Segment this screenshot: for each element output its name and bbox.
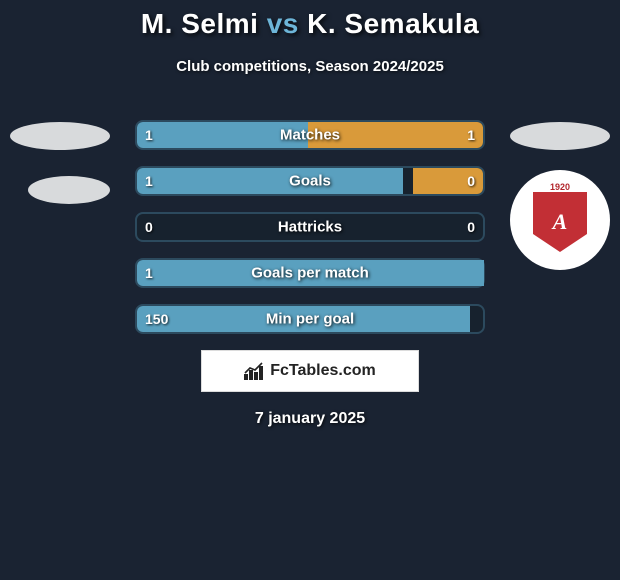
value-right: 0 [467,173,475,189]
value-left: 1 [145,127,153,143]
value-left: 150 [145,311,168,327]
stat-row: 1 Goals per match [135,258,485,288]
value-left: 0 [145,219,153,235]
brand-box: FcTables.com [201,350,419,392]
bar-left [137,168,403,194]
subtitle: Club competitions, Season 2024/2025 [0,58,620,75]
stat-row: 150 Min per goal [135,304,485,334]
player2-name: K. Semakula [307,8,479,39]
stat-label: Matches [280,127,340,144]
page-title: M. Selmi vs K. Semakula [0,8,620,40]
value-left: 1 [145,265,153,281]
brand-icon [244,362,266,380]
stat-row: 1 1 Matches [135,120,485,150]
stat-label: Goals per match [251,265,369,282]
stat-row: 0 0 Hattricks [135,212,485,242]
value-left: 1 [145,173,153,189]
stats-chart: 1 1 Matches 1 0 Goals 0 0 Hattricks 1 Goals per ma… [0,120,620,334]
brand-text: FcTables.com [270,362,376,380]
stat-label: Hattricks [278,219,342,236]
comparison-card: M. Selmi vs K. Semakula Club competition… [0,0,620,428]
stat-row: 1 0 Goals [135,166,485,196]
player1-name: M. Selmi [141,8,259,39]
value-right: 1 [467,127,475,143]
vs-text: vs [267,8,299,39]
date-text: 7 january 2025 [0,410,620,428]
value-right: 0 [467,219,475,235]
stat-label: Goals [289,173,331,190]
stat-label: Min per goal [266,311,354,328]
